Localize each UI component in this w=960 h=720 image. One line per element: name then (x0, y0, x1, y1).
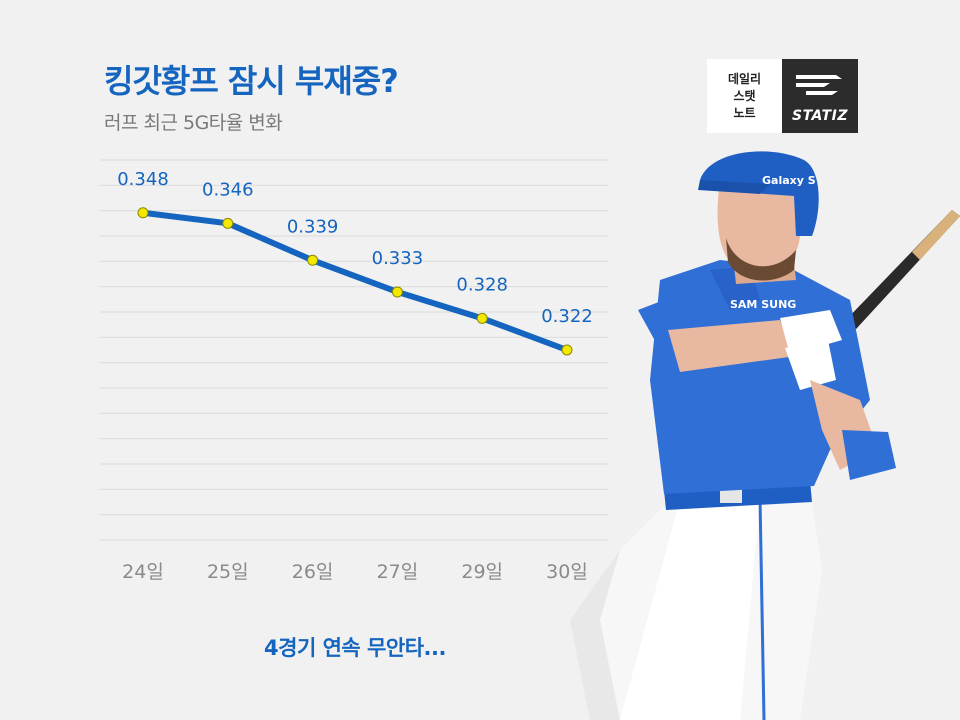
data-point (391, 286, 403, 298)
data-label: 0.346 (202, 179, 254, 200)
player-photo: SAM SUNG Galaxy S (570, 151, 960, 720)
data-point (561, 344, 573, 356)
data-label: 0.322 (541, 306, 593, 327)
brand-label-line: 노트 (733, 105, 756, 120)
statiz-logo: 데일리 스탯 노트 STATIZ (707, 59, 858, 133)
data-point (222, 217, 234, 229)
x-tick-label: 24일 (122, 561, 164, 583)
x-tick-label: 30일 (546, 561, 588, 583)
brand-label-line: 데일리 (727, 71, 762, 86)
x-tick-label: 29일 (461, 561, 503, 583)
data-label: 0.333 (372, 248, 424, 269)
statiz-mark: STATIZ (782, 59, 858, 133)
series-line (142, 209, 569, 353)
brand-label-line: 스탯 (733, 88, 756, 103)
x-tick-label: 27일 (377, 561, 419, 583)
chart-footnote: 4경기 연속 무안타... (264, 636, 446, 660)
helmet-text: Galaxy S (762, 174, 816, 187)
chart-subtitle: 러프 최근 5G타율 변화 (104, 112, 283, 134)
chart-series (137, 207, 573, 356)
chart-x-axis: 24일 25일 26일 27일 29일 30일 (122, 561, 588, 583)
data-label: 0.328 (456, 274, 508, 295)
chart-title: 킹갓황프 잠시 부재중? (104, 62, 399, 100)
data-point (476, 312, 488, 324)
x-tick-label: 25일 (207, 561, 249, 583)
data-point (137, 207, 149, 219)
statiz-wordmark: STATIZ (792, 108, 848, 124)
data-point (307, 254, 319, 266)
jersey-text: SAM SUNG (730, 298, 796, 311)
data-label: 0.348 (117, 169, 169, 190)
chart-data-labels: 0.348 0.346 0.339 0.333 0.328 0.322 (117, 169, 593, 327)
chart-grid (100, 159, 608, 541)
statiz-stripes-icon (796, 75, 842, 95)
data-label: 0.339 (287, 216, 339, 237)
x-tick-label: 26일 (292, 561, 334, 583)
daily-stat-note-label: 데일리 스탯 노트 (707, 59, 782, 133)
